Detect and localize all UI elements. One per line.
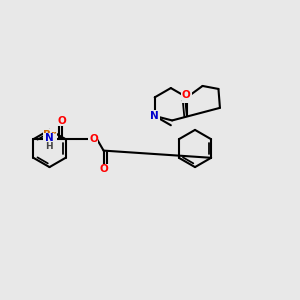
Text: H: H xyxy=(45,142,53,151)
Text: N: N xyxy=(45,133,53,143)
Text: O: O xyxy=(89,134,98,144)
Text: O: O xyxy=(58,116,67,126)
Text: O: O xyxy=(182,90,190,100)
Text: N: N xyxy=(183,92,191,102)
Text: Br: Br xyxy=(43,130,56,140)
Text: O: O xyxy=(100,164,109,174)
Text: N: N xyxy=(150,111,159,121)
